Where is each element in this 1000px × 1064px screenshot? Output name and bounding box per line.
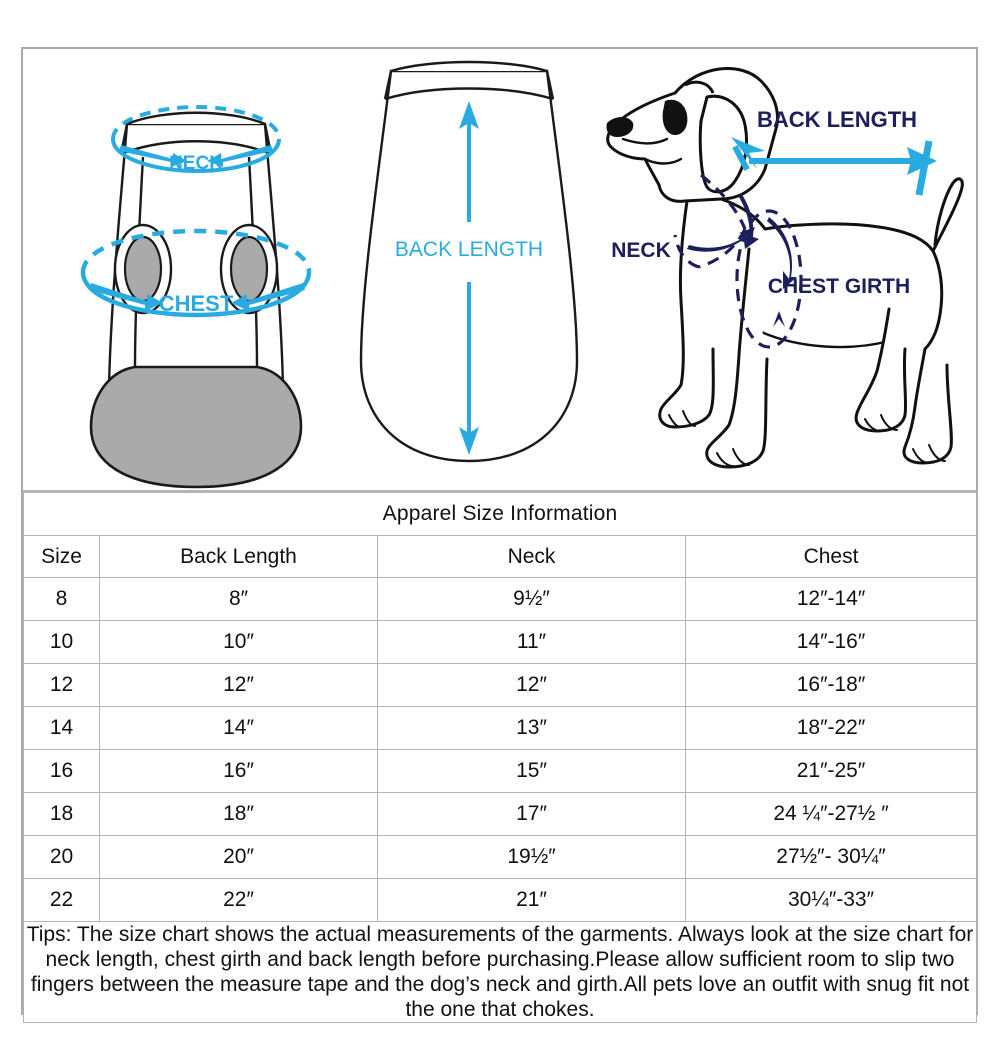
cell-neck: 19½″ (377, 835, 686, 879)
dog-eye (662, 99, 688, 135)
table-title: Apparel Size Information (22, 492, 978, 536)
tips-paragraph: Tips: The size chart shows the actual me… (26, 923, 974, 1021)
cell-chest: 30¼″-33″ (684, 878, 978, 922)
dog-diagram: NECK CHEST GIRTH (589, 49, 979, 489)
column-header-chest: Chest (684, 535, 978, 578)
cell-chest: 21″-25″ (684, 749, 978, 793)
dog-back-length-arrow (731, 137, 937, 196)
cell-back-length: 10″ (99, 620, 378, 664)
cell-chest: 18″-22″ (684, 706, 978, 750)
neck-label: NECK (169, 153, 223, 174)
cell-back-length: 16″ (99, 749, 378, 793)
table-title-row: Apparel Size Information (22, 492, 978, 536)
cell-neck: 15″ (377, 749, 686, 793)
cell-chest: 24 ¼″-27½ ″ (684, 792, 978, 836)
dog-chest-girth-label: CHEST GIRTH (768, 275, 910, 298)
table-row: 20 20″ 19½″ 27½″- 30¼″ (23, 835, 978, 879)
dog-nose (606, 117, 634, 137)
table-row: 10 10″ 11″ 14″-16″ (23, 620, 978, 664)
table-row: 12 12″ 12″ 16″-18″ (23, 663, 978, 707)
cell-size: 8 (23, 577, 100, 621)
cell-back-length: 18″ (99, 792, 378, 836)
column-header-neck: Neck (377, 535, 686, 578)
dog-neck-label: NECK (611, 239, 671, 262)
chest-girth-pointer (767, 217, 797, 289)
cell-size: 18 (23, 792, 100, 836)
cell-neck: 12″ (377, 663, 686, 707)
neck-measure-ring (111, 104, 281, 174)
cell-chest: 27½″- 30¼″ (684, 835, 978, 879)
leg-hole-right (219, 223, 279, 315)
table-row: 16 16″ 15″ 21″-25″ (23, 749, 978, 793)
tips-text: Tips: The size chart shows the actual me… (22, 921, 978, 1023)
cell-neck: 21″ (377, 878, 686, 922)
back-length-label: BACK LENGTH (395, 238, 543, 261)
column-header-size: Size (23, 535, 100, 578)
leg-hole-left (113, 223, 173, 315)
chart-frame: NECK CHEST (21, 47, 978, 1023)
cell-size: 12 (23, 663, 100, 707)
chest-label: CHEST (159, 291, 234, 316)
neck-arrow-left (119, 145, 187, 167)
table-row: 14 14″ 13″ 18″-22″ (23, 706, 978, 750)
cell-back-length: 22″ (99, 878, 378, 922)
cell-size: 20 (23, 835, 100, 879)
column-header-back-length: Back Length (99, 535, 378, 578)
cell-chest: 14″-16″ (684, 620, 978, 664)
cell-back-length: 14″ (99, 706, 378, 750)
table-row: 8 8″ 9½″ 12″-14″ (23, 577, 978, 621)
chest-arrow-left (89, 283, 163, 311)
tips-row: Tips: The size chart shows the actual me… (22, 921, 978, 1023)
garment-back-diagram: BACK LENGTH (339, 49, 599, 489)
cell-back-length: 20″ (99, 835, 378, 879)
chest-measure-ring (80, 228, 312, 318)
cell-neck: 11″ (377, 620, 686, 664)
cell-neck: 9½″ (377, 577, 686, 621)
table-header-row: Size Back Length Neck Chest (23, 535, 978, 578)
dog-back-length-label: BACK LENGTH (757, 107, 917, 132)
table-row: 22 22″ 21″ 30¼″-33″ (23, 878, 978, 922)
cell-back-length: 8″ (99, 577, 378, 621)
table-row: 18 18″ 17″ 24 ¼″-27½ ″ (23, 792, 978, 836)
neck-arrow-right (207, 145, 273, 167)
cell-chest: 16″-18″ (684, 663, 978, 707)
cell-neck: 13″ (377, 706, 686, 750)
cell-back-length: 12″ (99, 663, 378, 707)
cell-neck: 17″ (377, 792, 686, 836)
back-length-arrow (459, 101, 479, 455)
cell-size: 16 (23, 749, 100, 793)
size-table: Apparel Size Information Size Back Lengt… (22, 492, 978, 1023)
chest-arrow-right (231, 283, 305, 311)
cell-size: 14 (23, 706, 100, 750)
cell-chest: 12″-14″ (684, 577, 978, 621)
garment-front-diagram: NECK CHEST (69, 49, 339, 489)
cell-size: 22 (23, 878, 100, 922)
cell-size: 10 (23, 620, 100, 664)
chest-girth-pointer-up (773, 311, 785, 343)
diagram-band: NECK CHEST (23, 49, 976, 492)
